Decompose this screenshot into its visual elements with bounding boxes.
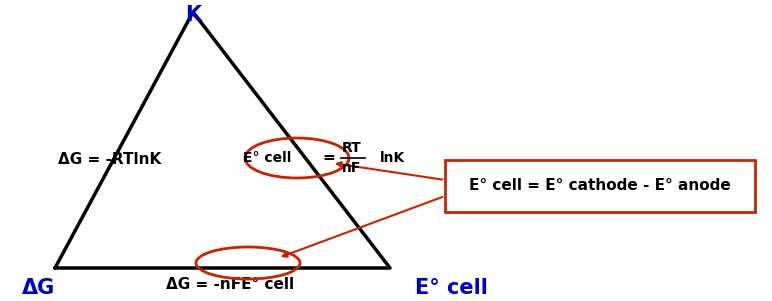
Text: K: K (185, 5, 201, 25)
Text: E° cell = E° cathode - E° anode: E° cell = E° cathode - E° anode (469, 178, 731, 194)
Text: E° cell: E° cell (243, 151, 291, 165)
Text: ΔG: ΔG (22, 278, 56, 298)
Text: nF: nF (342, 161, 362, 175)
Text: =: = (323, 150, 335, 166)
Text: ΔG = -RTlnK: ΔG = -RTlnK (59, 153, 161, 167)
Text: RT: RT (342, 141, 362, 155)
Text: ΔG = -nFE° cell: ΔG = -nFE° cell (166, 277, 294, 292)
Text: E° cell: E° cell (415, 278, 488, 298)
Text: lnK: lnK (380, 151, 405, 165)
FancyBboxPatch shape (445, 160, 755, 212)
